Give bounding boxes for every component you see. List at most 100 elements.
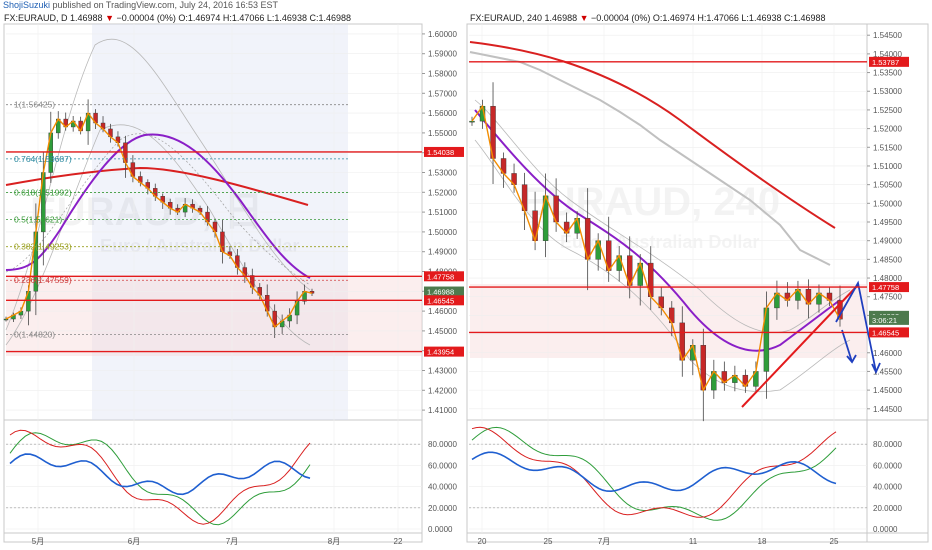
- left-chart-header: FX:EURAUD, D 1.46988 ▼ −0.00004 (0%) O:1…: [4, 12, 351, 24]
- right-watermark: EURAUD, 240: [520, 180, 780, 224]
- price-level-badge: [869, 327, 909, 338]
- time-tick-label: 18: [758, 537, 767, 546]
- right-symbol[interactable]: FX:EURAUD, 240: [470, 13, 543, 23]
- right-chart-header: FX:EURAUD, 240 1.46988 ▼ −0.00004 (0%) O…: [470, 12, 826, 24]
- right-ma-purple: [474, 109, 841, 352]
- left-highlight-zone: [92, 24, 348, 420]
- right-oscillator: [471, 426, 837, 521]
- price-tick-label: 1.51000: [873, 162, 902, 171]
- fib-level-label: 0.764(1.53687): [14, 154, 72, 164]
- price-tick-label: 1.46000: [428, 307, 457, 316]
- price-tick-label: 1.44500: [873, 405, 902, 414]
- price-level-badge: [424, 346, 464, 357]
- price-level-badge: [869, 314, 909, 325]
- time-tick-label: 20: [478, 537, 487, 546]
- time-tick-label: 25: [544, 537, 553, 546]
- price-tick-label: 1.50000: [873, 199, 902, 208]
- price-tick-label: 1.45500: [873, 367, 902, 376]
- fib-level-label: 0.5(1.50621): [14, 215, 62, 225]
- price-level-badge: [869, 56, 909, 67]
- price-tick-label: 1.56000: [428, 109, 457, 118]
- price-level-label: 1.46545: [872, 328, 899, 337]
- osc-tick-label: 0.0000: [428, 525, 453, 534]
- osc-tick-label: 60.0000: [873, 461, 902, 470]
- left-last: 1.46988: [70, 13, 103, 23]
- price-level-badge: [424, 146, 464, 157]
- price-tick-label: 1.51500: [873, 143, 902, 152]
- price-level-label: 1.47758: [427, 272, 454, 281]
- price-tick-label: 1.58000: [428, 70, 457, 79]
- candle-body: [469, 120, 475, 123]
- right-frame: [466, 23, 929, 543]
- price-tick-label: 1.52000: [428, 188, 457, 197]
- price-tick-label: 1.47500: [873, 293, 902, 302]
- price-level-label: 1.47758: [872, 283, 899, 292]
- right-arrowhead-icon: [871, 362, 881, 375]
- left-trend-dotted: [5, 133, 311, 286]
- time-tick-label: 6月: [128, 537, 140, 546]
- left-ma-red: [5, 166, 309, 206]
- time-tick-label: 25: [830, 537, 839, 546]
- price-level-badge: [424, 295, 464, 306]
- osc-tick-label: 40.0000: [428, 483, 457, 492]
- price-tick-label: 1.54000: [873, 50, 902, 59]
- osc-tick-label: 20.0000: [873, 504, 902, 513]
- left-symbol[interactable]: FX:EURAUD, D: [4, 13, 68, 23]
- left-close-line: [5, 111, 313, 328]
- osc-rsi-line: [9, 453, 311, 496]
- price-tick-label: 1.57000: [428, 89, 457, 98]
- price-tick-label: 1.41000: [428, 406, 457, 415]
- left-fibonacci: 1(1.56425) 0.764(1.53687) 0.618(1.51992) 0.…: [6, 100, 348, 339]
- price-tick-label: 1.50500: [873, 181, 902, 190]
- left-change: −0.00004 (0%): [116, 13, 176, 23]
- right-osc-axis: 80.0000 60.0000 40.0000 20.0000 0.0000: [469, 440, 902, 534]
- osc-tick-label: 40.0000: [873, 483, 902, 492]
- time-tick-label: 5月: [32, 537, 44, 546]
- right-down-arrow-icon: ▼: [579, 13, 589, 23]
- price-level-label: 3:06:21: [872, 316, 897, 325]
- osc-stoch-k-line: [9, 432, 311, 526]
- right-projection-arrow-down: [841, 329, 853, 363]
- osc-stoch-d-line: [9, 429, 311, 525]
- time-tick-label: 7月: [598, 537, 610, 546]
- price-level-label: 1.53787: [872, 58, 899, 67]
- price-tick-label: 1.52500: [873, 106, 902, 115]
- price-tick-label: 1.49500: [873, 218, 902, 227]
- left-ohlc: O:1.46974 H:1.47066 L:1.46938 C:1.46988: [178, 13, 351, 23]
- price-level-badge: [424, 271, 464, 282]
- left-oscillator: [9, 429, 311, 526]
- price-tick-label: 1.53500: [873, 69, 902, 78]
- price-tick-label: 1.45000: [428, 327, 457, 336]
- price-tick-label: 1.51000: [428, 208, 457, 217]
- price-tick-label: 1.50000: [428, 228, 457, 237]
- left-osc-axis: 80.0000 60.0000 40.0000 20.0000 0.0000: [6, 440, 457, 534]
- price-tick-label: 1.49000: [873, 237, 902, 246]
- price-tick-label: 1.43000: [428, 367, 457, 376]
- candle-body: [3, 318, 9, 321]
- right-last: 1.46988: [544, 13, 578, 23]
- osc-stoch-d-line: [471, 426, 837, 518]
- price-tick-label: 1.46000: [873, 349, 902, 358]
- price-tick-label: 1.48000: [873, 274, 902, 283]
- price-tick-label: 1.53000: [428, 169, 457, 178]
- price-level-badge: [424, 286, 464, 297]
- osc-rsi-line: [471, 451, 837, 493]
- time-tick-label: 7月: [226, 537, 238, 546]
- time-tick-label: 11: [689, 537, 698, 546]
- right-arrowhead-icon-2: [846, 354, 857, 364]
- price-level-badge: [869, 282, 909, 293]
- fib-level-label: 0(1.44820): [14, 329, 55, 339]
- fib-level-label: 0.382(1.49253): [14, 242, 72, 252]
- left-pink-zone: [6, 276, 422, 356]
- right-change: −0.00004 (0%): [591, 13, 651, 23]
- left-time-axis: 5月 6月 7月 8月 22: [32, 24, 403, 546]
- left-ma-purple: [5, 133, 311, 279]
- right-ma-red: [469, 41, 836, 229]
- publisher-user[interactable]: ShojiSuzuki: [3, 0, 51, 10]
- right-support-trendline: [741, 284, 859, 408]
- price-level-label: 1.43954: [427, 348, 454, 357]
- osc-tick-label: 60.0000: [428, 461, 457, 470]
